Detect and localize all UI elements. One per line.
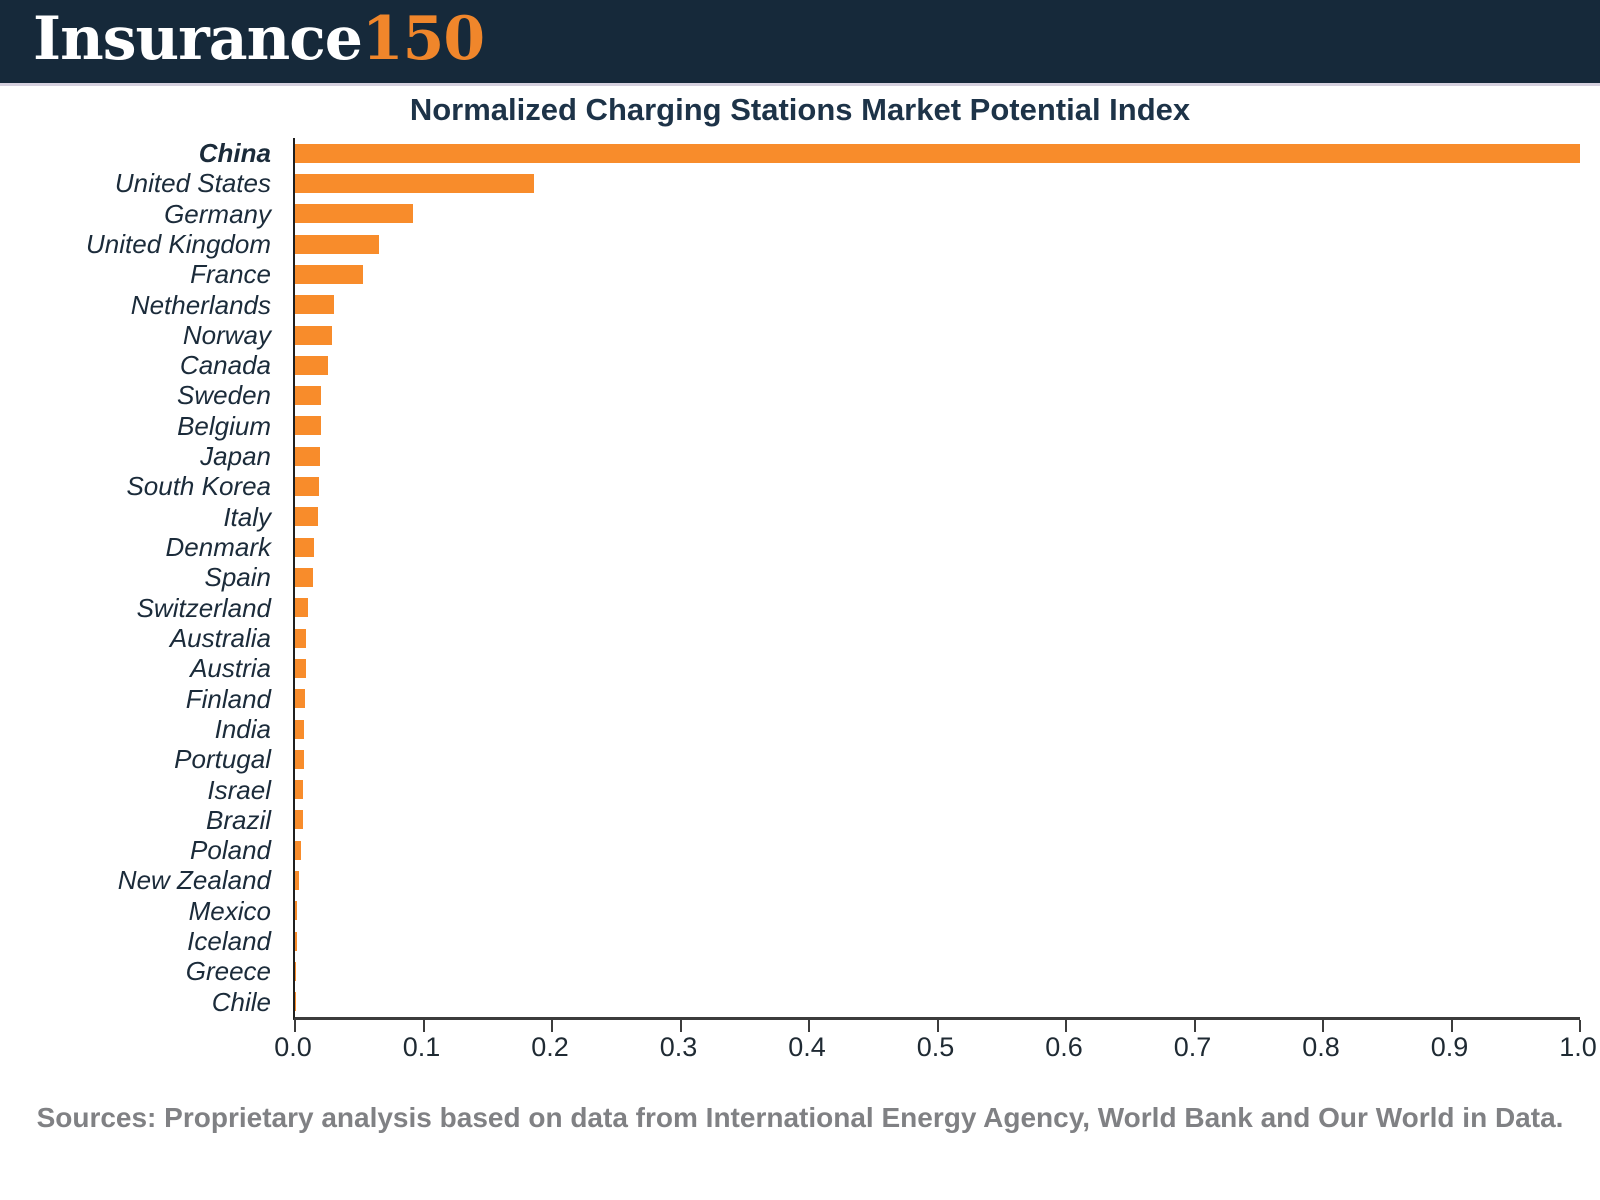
bar-belgium bbox=[295, 416, 321, 436]
sources-text: Sources: Proprietary analysis based on d… bbox=[36, 1102, 1564, 1133]
bar-netherlands bbox=[295, 295, 334, 315]
category-label-belgium: Belgium bbox=[177, 410, 271, 441]
category-label-spain: Spain bbox=[204, 562, 272, 593]
x-axis-tick-label-0.7: 0.7 bbox=[1173, 1032, 1212, 1062]
category-label-china: China bbox=[198, 138, 271, 168]
x-axis-tick-label-0.9: 0.9 bbox=[1430, 1032, 1469, 1062]
x-axis-tick-0.5 bbox=[936, 1020, 939, 1032]
category-label-brazil: Brazil bbox=[205, 804, 271, 835]
bar-china bbox=[295, 143, 1580, 163]
bar-india bbox=[295, 719, 305, 739]
category-label-new-zealand: New Zealand bbox=[117, 865, 271, 896]
bar-norway bbox=[295, 325, 333, 345]
category-label-germany: Germany bbox=[164, 198, 271, 229]
category-label-japan: Japan bbox=[200, 441, 271, 472]
category-label-iceland: Iceland bbox=[187, 926, 271, 957]
x-axis-tick-label-0.1: 0.1 bbox=[402, 1032, 441, 1062]
x-axis-tick-label-0.4: 0.4 bbox=[788, 1032, 826, 1062]
category-label-switzerland: Switzerland bbox=[136, 592, 271, 623]
bar-chart-plot-area bbox=[293, 138, 1581, 1032]
bar-poland bbox=[295, 840, 302, 860]
bar-israel bbox=[295, 780, 304, 800]
category-label-canada: Canada bbox=[179, 350, 271, 381]
logo-text-insurance: Insurance bbox=[33, 4, 363, 74]
category-label-netherlands: Netherlands bbox=[130, 289, 271, 320]
logo-text-150: 150 bbox=[361, 4, 485, 74]
x-axis-tick-0.4 bbox=[808, 1020, 810, 1032]
x-axis-tick-label-0.2: 0.2 bbox=[531, 1032, 569, 1062]
category-label-greece: Greece bbox=[185, 956, 271, 987]
bar-australia bbox=[295, 628, 307, 648]
category-label-sweden: Sweden bbox=[177, 380, 271, 411]
x-axis-tick-label-0.3: 0.3 bbox=[659, 1032, 698, 1062]
category-label-india: India bbox=[214, 713, 271, 744]
x-axis-tick-label-0.8: 0.8 bbox=[1302, 1032, 1340, 1062]
x-axis-tick-label-0.5: 0.5 bbox=[916, 1032, 955, 1062]
category-label-poland: Poland bbox=[190, 835, 271, 866]
bar-canada bbox=[295, 355, 329, 375]
header-bar: Insurance150 bbox=[0, 0, 1600, 86]
x-axis-tick-0.0 bbox=[294, 1020, 296, 1032]
x-axis-tick-1.0 bbox=[1579, 1020, 1581, 1032]
category-label-australia: Australia bbox=[169, 622, 271, 653]
bar-greece bbox=[295, 962, 296, 982]
x-axis-tick-label-0.0: 0.0 bbox=[274, 1032, 312, 1062]
chart-title: Normalized Charging Stations Market Pote… bbox=[409, 92, 1191, 127]
bar-finland bbox=[295, 689, 305, 709]
bar-iceland bbox=[295, 931, 297, 951]
sources-footer: Sources: Proprietary analysis based on d… bbox=[0, 1096, 1600, 1140]
bar-mexico bbox=[295, 901, 298, 921]
bar-united-kingdom bbox=[295, 234, 379, 254]
bar-spain bbox=[295, 568, 313, 587]
category-label-france: France bbox=[190, 259, 271, 290]
bar-austria bbox=[295, 658, 306, 678]
x-axis-tick-0.7 bbox=[1193, 1020, 1196, 1032]
category-label-mexico: Mexico bbox=[188, 895, 271, 926]
bar-denmark bbox=[295, 537, 314, 557]
category-label-finland: Finland bbox=[185, 683, 271, 714]
bar-united-states bbox=[295, 173, 534, 193]
category-label-italy: Italy bbox=[223, 501, 271, 532]
x-axis-tick-0.1 bbox=[422, 1020, 425, 1032]
x-axis-tick-label-0.6: 0.6 bbox=[1045, 1032, 1083, 1062]
bar-italy bbox=[295, 507, 319, 527]
category-label-austria: Austria bbox=[190, 653, 271, 684]
y-axis-category-labels: China United States Germany United Kingdom F… bbox=[0, 138, 271, 1017]
bar-south-korea bbox=[295, 477, 320, 497]
category-label-norway: Norway bbox=[182, 319, 271, 350]
bar-japan bbox=[295, 446, 321, 466]
category-label-south-korea: South Korea bbox=[126, 471, 271, 502]
category-label-united-states: United States bbox=[114, 168, 271, 199]
bar-brazil bbox=[295, 810, 304, 830]
x-axis-tick-0.3 bbox=[679, 1020, 682, 1032]
bar-switzerland bbox=[295, 598, 308, 618]
bar-sweden bbox=[295, 386, 322, 406]
category-label-denmark: Denmark bbox=[165, 532, 271, 563]
bar-portugal bbox=[295, 749, 304, 769]
x-axis-tick-0.8 bbox=[1322, 1020, 1324, 1032]
bar-france bbox=[295, 264, 364, 284]
x-axis-tick-0.9 bbox=[1450, 1020, 1453, 1032]
x-axis-tick-label-1.0: 1.0 bbox=[1559, 1032, 1597, 1062]
bar-germany bbox=[295, 204, 414, 224]
x-axis-tick-0.6 bbox=[1065, 1020, 1067, 1032]
x-axis-tick-0.2 bbox=[551, 1020, 553, 1032]
category-label-united-kingdom: United Kingdom bbox=[86, 228, 271, 259]
insurance150-logo: Insurance150 bbox=[33, 4, 485, 74]
bar-new-zealand bbox=[295, 871, 299, 891]
x-axis-tick-labels: 0.0 0.1 0.2 0.3 0.4 0.5 0.6 0.7 0.8 0.9 1.0 bbox=[274, 1032, 1597, 1068]
category-label-portugal: Portugal bbox=[174, 744, 271, 775]
category-label-chile: Chile bbox=[211, 986, 271, 1017]
category-label-israel: Israel bbox=[207, 774, 271, 805]
